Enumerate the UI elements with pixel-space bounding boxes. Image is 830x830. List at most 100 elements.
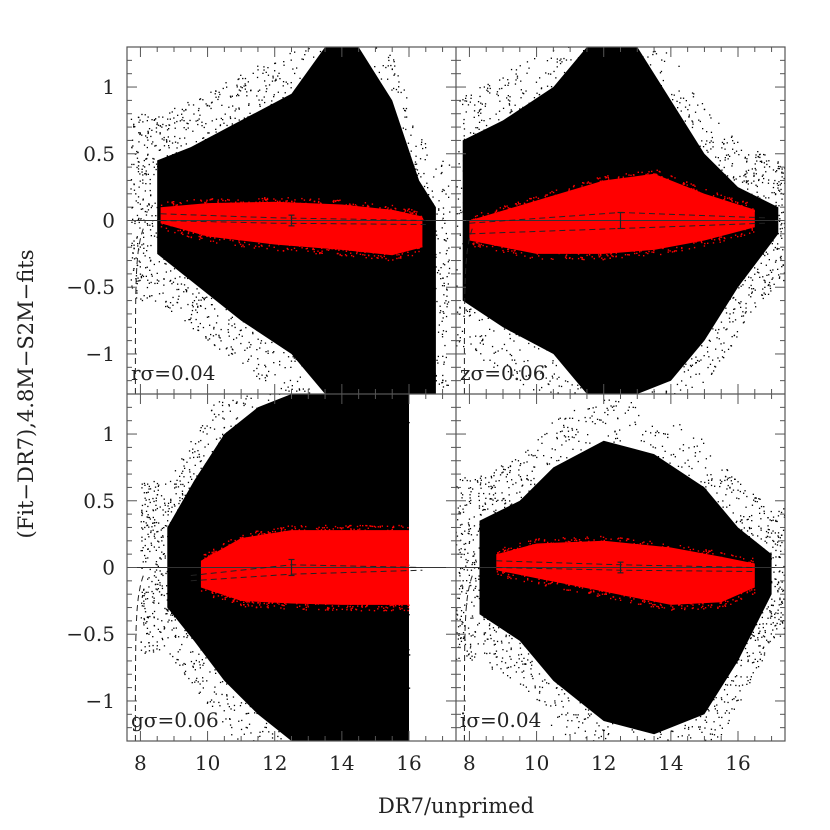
data-point: [266, 88, 268, 90]
data-point: [589, 20, 590, 21]
data-point: [151, 215, 153, 217]
data-point: [231, 353, 234, 355]
data-point: [145, 158, 147, 160]
data-point: [327, 245, 329, 248]
data-point: [210, 333, 212, 336]
data-point: [257, 90, 259, 92]
data-point: [385, 66, 387, 69]
data-point: [244, 83, 246, 85]
data-point: [467, 104, 470, 106]
data-point: [436, 234, 438, 236]
data-point: [758, 178, 760, 181]
data-point: [235, 201, 237, 203]
data-point: [388, 213, 390, 215]
data-point: [746, 172, 748, 174]
data-point: [469, 314, 471, 316]
data-point: [183, 284, 186, 286]
data-point: [336, 252, 339, 255]
data-point: [539, 77, 541, 79]
data-point: [738, 302, 740, 304]
data-point: [195, 120, 197, 122]
data-point: [402, 212, 404, 214]
data-point: [790, 212, 791, 213]
data-point: [701, 140, 703, 142]
data-point: [406, 248, 408, 250]
data-point: [150, 135, 152, 138]
data-point: [147, 224, 149, 226]
data-point: [554, 397, 555, 398]
data-point: [277, 91, 279, 93]
data-point: [445, 253, 447, 255]
data-point: [216, 206, 218, 208]
data-point: [556, 61, 558, 63]
data-point: [261, 374, 263, 376]
data-point: [714, 365, 716, 368]
data-point: [407, 142, 410, 144]
data-point: [701, 345, 703, 347]
data-point: [225, 348, 227, 350]
data-point: [136, 264, 139, 267]
data-point: [274, 80, 276, 82]
data-point: [423, 434, 424, 435]
data-point: [286, 243, 289, 246]
data-point: [131, 257, 134, 259]
data-point: [693, 93, 695, 95]
data-point: [197, 109, 200, 112]
data-point: [419, 407, 420, 408]
data-point: [420, 216, 422, 219]
data-point: [321, 250, 323, 252]
data-point: [155, 232, 157, 234]
data-point: [710, 131, 713, 133]
data-point: [509, 100, 511, 102]
data-point: [782, 249, 784, 251]
data-point: [296, 390, 298, 392]
data-point: [349, 203, 351, 205]
data-point: [278, 72, 280, 74]
data-point: [202, 137, 204, 139]
data-point: [279, 78, 281, 80]
data-point: [265, 379, 267, 382]
data-point: [393, 211, 395, 213]
data-point: [480, 108, 482, 110]
data-point: [779, 228, 781, 230]
data-point: [484, 103, 487, 105]
data-point: [288, 202, 290, 204]
data-point: [412, 418, 413, 419]
data-point: [272, 77, 274, 79]
data-point: [739, 175, 741, 178]
data-point: [169, 302, 172, 304]
data-point: [446, 237, 449, 240]
data-point: [248, 358, 250, 360]
data-point: [345, 204, 347, 206]
data-point: [191, 309, 194, 312]
data-point: [153, 158, 155, 160]
data-point: [243, 117, 245, 119]
data-point: [177, 142, 179, 144]
data-point: [419, 158, 422, 160]
data-point: [205, 336, 207, 338]
data-point: [446, 201, 447, 202]
data-point: [217, 202, 219, 204]
data-point: [369, 248, 372, 250]
data-point: [258, 378, 261, 380]
data-point: [608, 44, 609, 45]
data-point: [516, 75, 519, 77]
data-point: [750, 277, 752, 279]
data-point: [178, 295, 180, 297]
data-point: [504, 84, 506, 86]
data-point: [461, 330, 464, 332]
data-point: [561, 61, 563, 63]
data-point: [188, 104, 190, 106]
data-point: [199, 237, 202, 239]
data-point: [613, 30, 614, 31]
data-point: [168, 208, 171, 211]
data-point: [287, 386, 289, 388]
data-point: [264, 206, 266, 209]
data-point: [150, 194, 152, 196]
data-point: [274, 62, 277, 64]
data-point: [731, 165, 733, 167]
data-point: [419, 217, 421, 219]
data-point: [651, 401, 652, 402]
data-point: [189, 318, 191, 321]
data-point: [361, 6, 362, 7]
